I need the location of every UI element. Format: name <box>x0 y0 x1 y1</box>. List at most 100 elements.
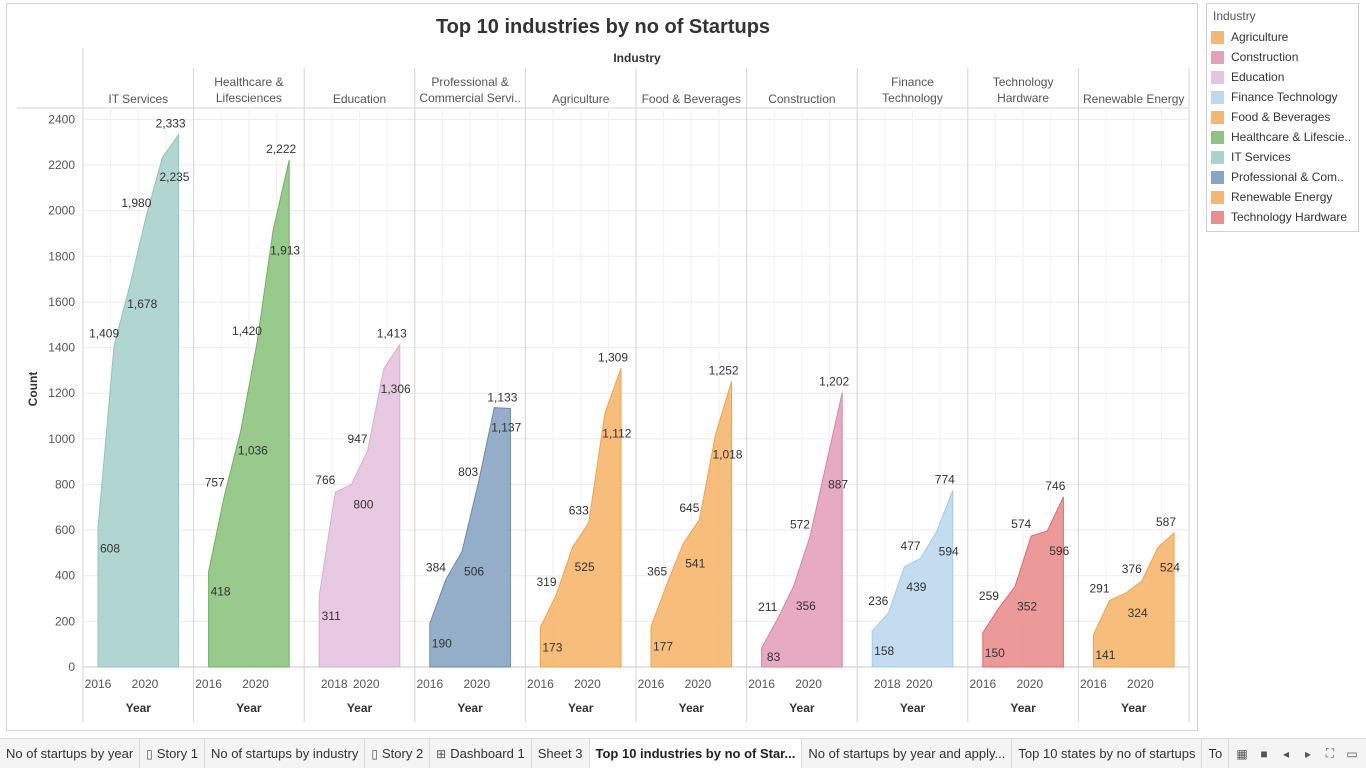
x-tick-label: 2020 <box>574 677 601 691</box>
data-label: 766 <box>315 473 335 487</box>
area-professional-commercial-services[interactable] <box>429 407 511 668</box>
data-label: 596 <box>1049 544 1069 558</box>
data-label: 2,222 <box>266 142 296 156</box>
sheet-tab[interactable]: No of startups by industry <box>205 739 366 768</box>
legend-item[interactable]: Technology Hardware <box>1207 207 1358 227</box>
data-label: 541 <box>685 557 705 571</box>
fullscreen-icon[interactable]: ⛶ <box>1325 746 1335 760</box>
data-label: 2,235 <box>159 170 189 184</box>
x-tick-label: 2016 <box>748 677 775 691</box>
legend-item[interactable]: Healthcare & Lifescie.. <box>1207 127 1358 147</box>
data-label: 525 <box>575 560 595 574</box>
data-label: 177 <box>653 640 673 654</box>
legend-item[interactable]: IT Services <box>1207 147 1358 167</box>
legend-item[interactable]: Agriculture <box>1207 27 1358 47</box>
sheet-tab[interactable]: Top 10 states by no of startups <box>1012 739 1203 768</box>
area-education[interactable] <box>318 342 401 668</box>
y-axis-label: Count <box>26 372 40 407</box>
data-label: 1,420 <box>232 324 262 338</box>
story-icon: ▯ <box>371 746 378 761</box>
sheet-tab[interactable]: No of startups by year <box>0 739 141 768</box>
data-label: 1,252 <box>709 363 739 377</box>
previous-sheet-icon[interactable]: ◂ <box>1282 746 1290 761</box>
x-tick-label: 2016 <box>638 677 665 691</box>
legend-title: Industry <box>1213 9 1256 23</box>
area-renewable-energy[interactable] <box>1092 531 1175 668</box>
panel-header-label: Finance <box>891 75 934 89</box>
sheet-tab[interactable]: Sheet 3 <box>532 739 590 768</box>
y-tick-label: 600 <box>55 523 75 537</box>
x-tick-label: 2020 <box>242 677 269 691</box>
sheet-tab-label: No of startups by industry <box>210 745 359 761</box>
legend-item[interactable]: Professional & Com.. <box>1207 167 1358 187</box>
legend-items: Agriculture Construction Education Finance … <box>1207 27 1358 227</box>
panel-header-label: Food & Beverages <box>642 92 741 106</box>
panel-header-label: Agriculture <box>552 92 610 106</box>
area-food-beverages[interactable] <box>650 381 733 668</box>
sheet-tab[interactable]: ▯ Story 2 <box>365 739 431 768</box>
sheet-tab[interactable]: ▯ Story 1 <box>140 739 205 768</box>
data-label: 1,306 <box>381 382 411 396</box>
y-tick-label: 1600 <box>48 295 75 309</box>
legend-item[interactable]: Construction <box>1207 47 1358 67</box>
sheet-tab-bar: No of startups by year ▯ Story 1 No of star… <box>0 738 1366 768</box>
area-healthcare-lifesciences[interactable] <box>208 159 290 668</box>
legend-item[interactable]: Renewable Energy <box>1207 187 1358 207</box>
x-axis-label: Year <box>1121 701 1147 715</box>
legend-item[interactable]: Food & Beverages <box>1207 107 1358 127</box>
data-label: 1,036 <box>238 444 268 458</box>
data-label: 757 <box>205 475 225 489</box>
next-sheet-icon[interactable]: ▸ <box>1304 746 1312 761</box>
legend-swatch <box>1211 170 1224 184</box>
sheet-tab[interactable]: To <box>1202 739 1230 768</box>
data-label: 83 <box>767 650 781 664</box>
area-chart: Top 10 industries by no of Startups Indus… <box>17 16 1190 722</box>
data-label: 594 <box>939 544 959 558</box>
filmstrip-icon[interactable]: ■ <box>1260 746 1268 761</box>
area-finance-technology[interactable] <box>871 490 954 668</box>
dashboard-icon: ⊞ <box>436 746 447 761</box>
grid-view-icon[interactable]: ▦ <box>1236 746 1248 761</box>
area-technology-hardware[interactable] <box>982 496 1064 668</box>
legend-item-label: Technology Hardware <box>1231 210 1348 224</box>
sheet-tab[interactable]: Top 10 industries by no of Star... <box>589 739 803 768</box>
legend-swatch <box>1211 50 1224 64</box>
chart-title: Top 10 industries by no of Startups <box>436 16 770 38</box>
column-header-label: Industry <box>613 51 661 65</box>
x-tick-label: 2020 <box>685 677 712 691</box>
data-label: 141 <box>1095 648 1115 662</box>
y-tick-label: 800 <box>55 477 75 491</box>
data-label: 524 <box>1160 560 1180 574</box>
data-label: 608 <box>100 541 120 555</box>
x-tick-label: 2018 <box>874 677 901 691</box>
panel-header-label: Hardware <box>997 91 1049 105</box>
data-label: 376 <box>1122 562 1142 576</box>
y-tick-label: 1200 <box>48 386 75 400</box>
sheet-tab-label: Sheet 3 <box>537 745 583 761</box>
legend-item[interactable]: Education <box>1207 67 1358 87</box>
data-label: 311 <box>322 609 341 623</box>
x-tick-label: 2016 <box>85 677 112 691</box>
data-label: 1,913 <box>270 244 300 258</box>
legend-swatch <box>1211 90 1224 104</box>
legend-swatch <box>1211 130 1224 144</box>
legend[interactable]: Industry Agriculture Construction Educatio… <box>1206 3 1359 232</box>
sheet-tab[interactable]: No of startups by year and apply... <box>802 739 1013 768</box>
data-label: 352 <box>1017 600 1037 614</box>
legend-item-label: Renewable Energy <box>1231 190 1333 204</box>
legend-item-label: Healthcare & Lifescie.. <box>1231 130 1352 144</box>
sheet-tab[interactable]: ⊞ Dashboard 1 <box>430 739 532 768</box>
area-it-services[interactable] <box>97 133 180 668</box>
data-label: 158 <box>874 644 894 658</box>
data-label: 291 <box>1090 582 1110 596</box>
presentation-icon[interactable]: ▭ <box>1346 746 1358 761</box>
data-label: 150 <box>985 646 1005 660</box>
x-axis-label: Year <box>679 701 705 715</box>
legend-item[interactable]: Finance Technology <box>1207 87 1358 107</box>
y-tick-label: 2200 <box>48 158 75 172</box>
area-construction[interactable] <box>761 392 843 668</box>
data-label: 1,133 <box>487 390 517 404</box>
area-agriculture[interactable] <box>539 368 622 668</box>
sheet-tabs: No of startups by year ▯ Story 1 No of star… <box>0 739 1230 768</box>
panel-header-label: IT Services <box>108 92 168 106</box>
